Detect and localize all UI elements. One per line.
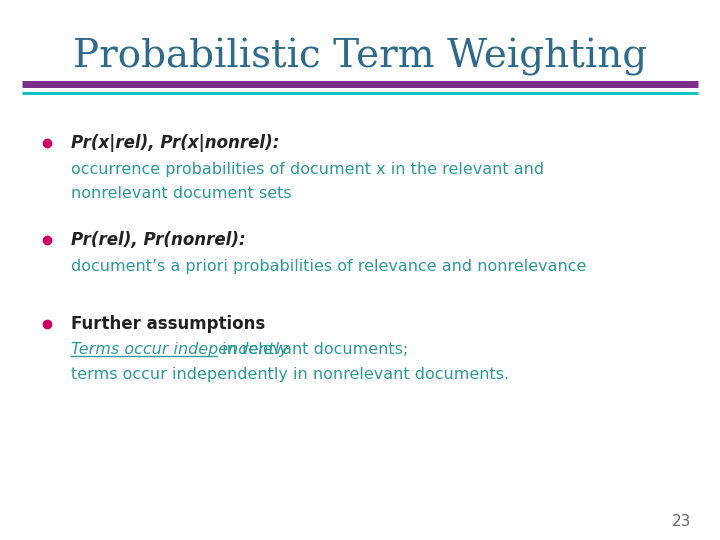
Text: 23: 23 [671,514,690,529]
Text: Terms occur independently: Terms occur independently [71,342,289,357]
Text: Further assumptions: Further assumptions [71,315,266,333]
Text: document’s a priori probabilities of relevance and nonrelevance: document’s a priori probabilities of rel… [71,259,587,274]
Text: Probabilistic Term Weighting: Probabilistic Term Weighting [73,38,647,76]
Text: occurrence probabilities of document x in the relevant and: occurrence probabilities of document x i… [71,161,544,177]
Text: nonrelevant document sets: nonrelevant document sets [71,186,292,201]
Text: Pr(rel), Pr(nonrel):: Pr(rel), Pr(nonrel): [71,231,246,249]
Text: terms occur independently in nonrelevant documents.: terms occur independently in nonrelevant… [71,367,510,382]
Text: in relevant documents;: in relevant documents; [217,342,408,357]
Text: Pr(x|rel), Pr(x|nonrel):: Pr(x|rel), Pr(x|nonrel): [71,134,280,152]
